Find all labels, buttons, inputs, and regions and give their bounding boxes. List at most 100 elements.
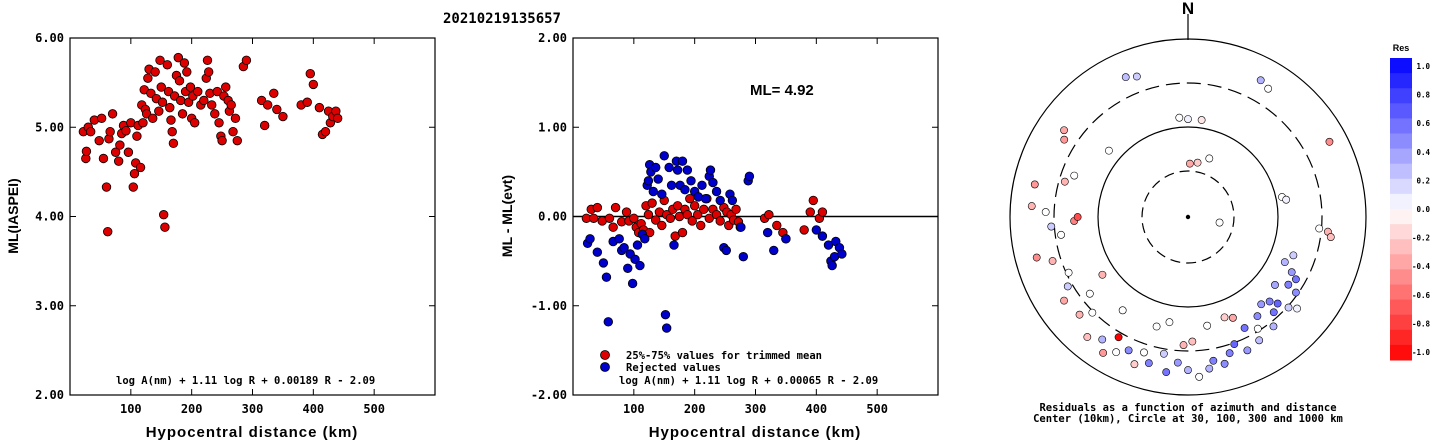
- data-point: [177, 109, 188, 119]
- data-point: [185, 82, 196, 92]
- y-tick-label: 1.00: [538, 120, 567, 134]
- data-point: [115, 140, 125, 150]
- residual-point: [711, 186, 722, 197]
- residual-point: [781, 234, 791, 244]
- station-residual-point: [1292, 275, 1300, 284]
- residual-point: [705, 165, 716, 175]
- legend-marker-rejected: [600, 362, 610, 372]
- residual-point: [610, 202, 621, 213]
- plot1-x-axis-label: Hypocentral distance (km): [146, 424, 359, 441]
- colorbar-cell: [1390, 254, 1412, 270]
- residual-point: [604, 213, 615, 223]
- residual-point: [657, 189, 667, 199]
- data-point: [212, 86, 222, 97]
- residual-point: [689, 201, 700, 211]
- station-residual-point: [1289, 251, 1298, 260]
- colorbar-tick-label: 1.0: [1416, 62, 1430, 71]
- circle-100km: [1097, 126, 1279, 308]
- plot1-formula: log A(nm) + 1.11 log R + 0.00189 R - 2.0…: [116, 375, 375, 387]
- data-point: [272, 104, 282, 115]
- station-residual-point: [1326, 233, 1335, 241]
- data-point: [143, 73, 153, 83]
- data-point: [162, 60, 173, 70]
- station-residual-point: [1282, 195, 1291, 204]
- station-residual-point: [1264, 84, 1273, 93]
- residual-point: [659, 151, 669, 161]
- station-residual-point: [1098, 335, 1107, 344]
- residual-point: [715, 216, 725, 226]
- residual-point: [697, 180, 707, 190]
- residual-point: [686, 176, 696, 186]
- station-residual-point: [1121, 73, 1130, 82]
- station-residual-point: [1118, 306, 1127, 315]
- residual-point: [687, 216, 697, 226]
- residual-point: [592, 247, 603, 257]
- data-point: [129, 168, 140, 179]
- data-point: [113, 156, 124, 166]
- colorbar-tick-label: -0.6: [1412, 291, 1431, 300]
- station-residual-point: [1325, 137, 1334, 146]
- residual-point: [632, 240, 643, 250]
- station-residual-point: [1287, 268, 1296, 277]
- station-residual-point: [1253, 312, 1262, 321]
- station-residual-point: [1257, 300, 1266, 309]
- data-point: [308, 79, 319, 90]
- station-residual-point: [1269, 308, 1278, 317]
- residual-point: [623, 263, 633, 273]
- plot2-x-axis-label: Hypocentral distance (km): [649, 424, 862, 441]
- figure-title: 20210219135657: [443, 11, 561, 27]
- station-residual-point: [1193, 158, 1202, 167]
- colorbar-title: Res: [1393, 43, 1410, 53]
- station-residual-point: [1032, 253, 1041, 262]
- residual-point: [640, 234, 650, 244]
- plot2-formula: log A(nm) + 1.11 log R + 0.00065 R - 2.0…: [619, 375, 878, 387]
- colorbar-cell: [1390, 239, 1412, 255]
- legend-label-rejected: Rejected values: [626, 362, 721, 374]
- y-tick-label: 2.00: [538, 31, 567, 45]
- station-residual-point: [1073, 213, 1082, 221]
- colorbar-cell: [1390, 269, 1412, 285]
- station-residual-point: [1112, 348, 1121, 357]
- data-point: [221, 82, 231, 92]
- station-residual-point: [1185, 159, 1194, 168]
- colorbar-tick-label: 0.4: [1416, 148, 1430, 157]
- polar-caption-line1: Residuals as a function of azimuth and d…: [1039, 402, 1336, 414]
- station-residual-point: [1215, 218, 1224, 227]
- data-point: [138, 118, 148, 128]
- data-point: [154, 106, 164, 116]
- circle-30km: [1141, 170, 1235, 264]
- colorbar-cell: [1390, 329, 1412, 346]
- y-tick-label: -2.00: [531, 388, 567, 402]
- residual-point: [660, 309, 671, 320]
- residual-point: [672, 165, 683, 175]
- data-point: [81, 146, 92, 157]
- data-point: [269, 88, 279, 99]
- station-residual-point: [1293, 304, 1301, 313]
- station-residual-point: [1284, 280, 1293, 289]
- station-residual-point: [1057, 230, 1065, 239]
- data-point: [166, 115, 176, 125]
- station-residual-point: [1255, 336, 1264, 345]
- y-tick-label: 3.00: [35, 299, 64, 313]
- residual-point: [764, 210, 774, 220]
- station-residual-point: [1209, 356, 1218, 365]
- residual-point: [647, 198, 657, 208]
- colorbar-tick-label: -0.8: [1412, 319, 1431, 328]
- colorbar-tick-label: 0.8: [1416, 91, 1430, 100]
- station-residual-point: [1188, 337, 1197, 346]
- data-point: [278, 111, 288, 122]
- data-point: [135, 162, 146, 173]
- plot2-y-axis-label: ML - ML(evt): [499, 175, 515, 257]
- colorbar-cell: [1390, 103, 1412, 119]
- plot1-y-ticks: 2.00 3.00 4.00 5.00 6.00: [35, 31, 435, 402]
- residual-point: [827, 260, 837, 271]
- station-residual-point: [1048, 257, 1057, 265]
- residual-point: [762, 227, 773, 238]
- y-tick-label: 4.00: [35, 210, 64, 224]
- residual-point: [680, 185, 690, 195]
- residual-point: [727, 195, 738, 206]
- data-point: [121, 126, 131, 136]
- residual-point: [736, 222, 746, 232]
- station-residual-point: [1083, 333, 1092, 341]
